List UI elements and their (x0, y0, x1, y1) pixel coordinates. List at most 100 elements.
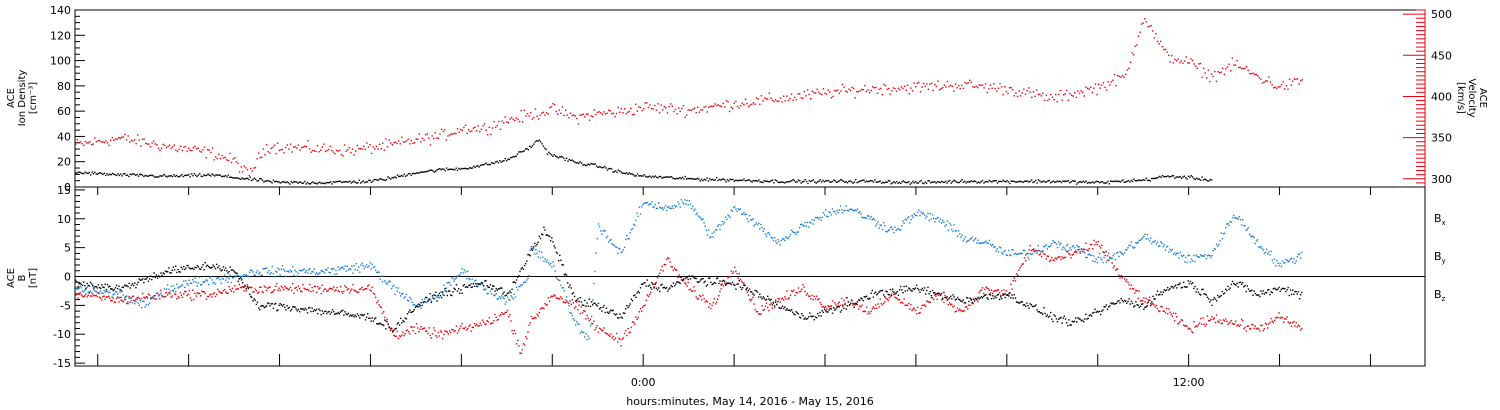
bz-point (1085, 242, 1087, 244)
by-point (327, 267, 329, 269)
bx-point (380, 323, 383, 325)
by-point (212, 282, 214, 284)
bx-point (944, 296, 946, 299)
bz-point (234, 285, 236, 287)
velocity-point (1129, 61, 1132, 63)
bx-point (189, 268, 192, 270)
velocity-point (374, 148, 376, 150)
by-point (471, 278, 473, 280)
bx-point (1128, 298, 1130, 300)
by-point (144, 306, 146, 308)
bx-point (1220, 294, 1222, 297)
by-point (336, 273, 338, 275)
density-point (533, 143, 535, 145)
by-point (781, 238, 784, 240)
bx-point (512, 281, 514, 283)
bz-point (923, 304, 926, 306)
bx-point (639, 287, 642, 289)
bz-point (919, 312, 921, 314)
bx-point (531, 249, 534, 251)
density-point (958, 181, 960, 184)
by-point (452, 278, 454, 280)
by-point (683, 203, 685, 205)
by-point (1119, 251, 1121, 253)
velocity-point (339, 149, 341, 152)
bx-point (439, 295, 442, 297)
bz-point (104, 298, 106, 300)
bz-point (1017, 274, 1019, 276)
bz-point (417, 327, 419, 329)
density-point (820, 181, 823, 183)
bx-point (902, 292, 904, 294)
bz-point (176, 298, 178, 300)
velocity-point (407, 138, 409, 140)
bx-point (789, 310, 792, 312)
density-point (601, 167, 603, 169)
density-point (1156, 177, 1158, 179)
bz-point (88, 291, 90, 293)
bz-point (526, 337, 528, 340)
velocity-point (587, 113, 589, 115)
by-point (995, 250, 997, 252)
by-point (636, 212, 638, 215)
bx-point (220, 270, 222, 272)
by-point (1120, 252, 1122, 254)
density-point (559, 156, 561, 158)
by-point (950, 224, 952, 226)
bz-point (763, 308, 765, 311)
bx-point (508, 292, 510, 294)
density-point (1186, 178, 1188, 180)
bx-point (642, 283, 644, 286)
by-point (511, 296, 513, 299)
velocity-point (102, 141, 104, 143)
density-point (229, 176, 231, 178)
bx-point (326, 312, 328, 315)
density-point (752, 180, 755, 182)
bx-point (1047, 316, 1050, 318)
by-point (181, 284, 184, 286)
bx-point (83, 281, 85, 283)
bz-point (692, 290, 694, 292)
by-point (1210, 256, 1212, 259)
velocity-point (705, 105, 707, 108)
bz-point (94, 295, 96, 297)
bx-point (845, 308, 847, 310)
by-point (304, 271, 306, 273)
density-point (405, 175, 407, 177)
by-point (426, 301, 428, 304)
velocity-point (678, 107, 680, 109)
velocity-point (452, 133, 454, 135)
bx-point (769, 299, 771, 301)
bz-point (1218, 321, 1220, 323)
density-point (870, 180, 872, 182)
velocity-point (246, 169, 249, 171)
velocity-point (1078, 92, 1081, 95)
by-point (298, 269, 301, 272)
bz-point (448, 330, 451, 332)
bx-point (908, 287, 910, 289)
bz-point (1081, 251, 1084, 253)
by-point (1264, 251, 1267, 254)
by-point (1018, 253, 1020, 255)
by-point (787, 237, 789, 240)
bx-point (1017, 301, 1019, 303)
bx-point (1270, 291, 1272, 293)
bz-point (304, 288, 306, 290)
bx-point (936, 292, 938, 295)
density-point (414, 172, 416, 175)
bz-point (503, 313, 505, 315)
bx-point (962, 299, 964, 301)
bx-point (539, 237, 542, 240)
by-point (1134, 246, 1136, 249)
bx-point (1250, 290, 1252, 292)
bz-point (130, 297, 133, 299)
by-point (1263, 252, 1265, 255)
density-point (117, 173, 119, 175)
bx-point (835, 308, 837, 310)
bz-point (629, 331, 631, 333)
bx-point (628, 305, 630, 307)
velocity-point (894, 88, 896, 90)
by-point (294, 269, 296, 271)
velocity-point (116, 138, 118, 140)
